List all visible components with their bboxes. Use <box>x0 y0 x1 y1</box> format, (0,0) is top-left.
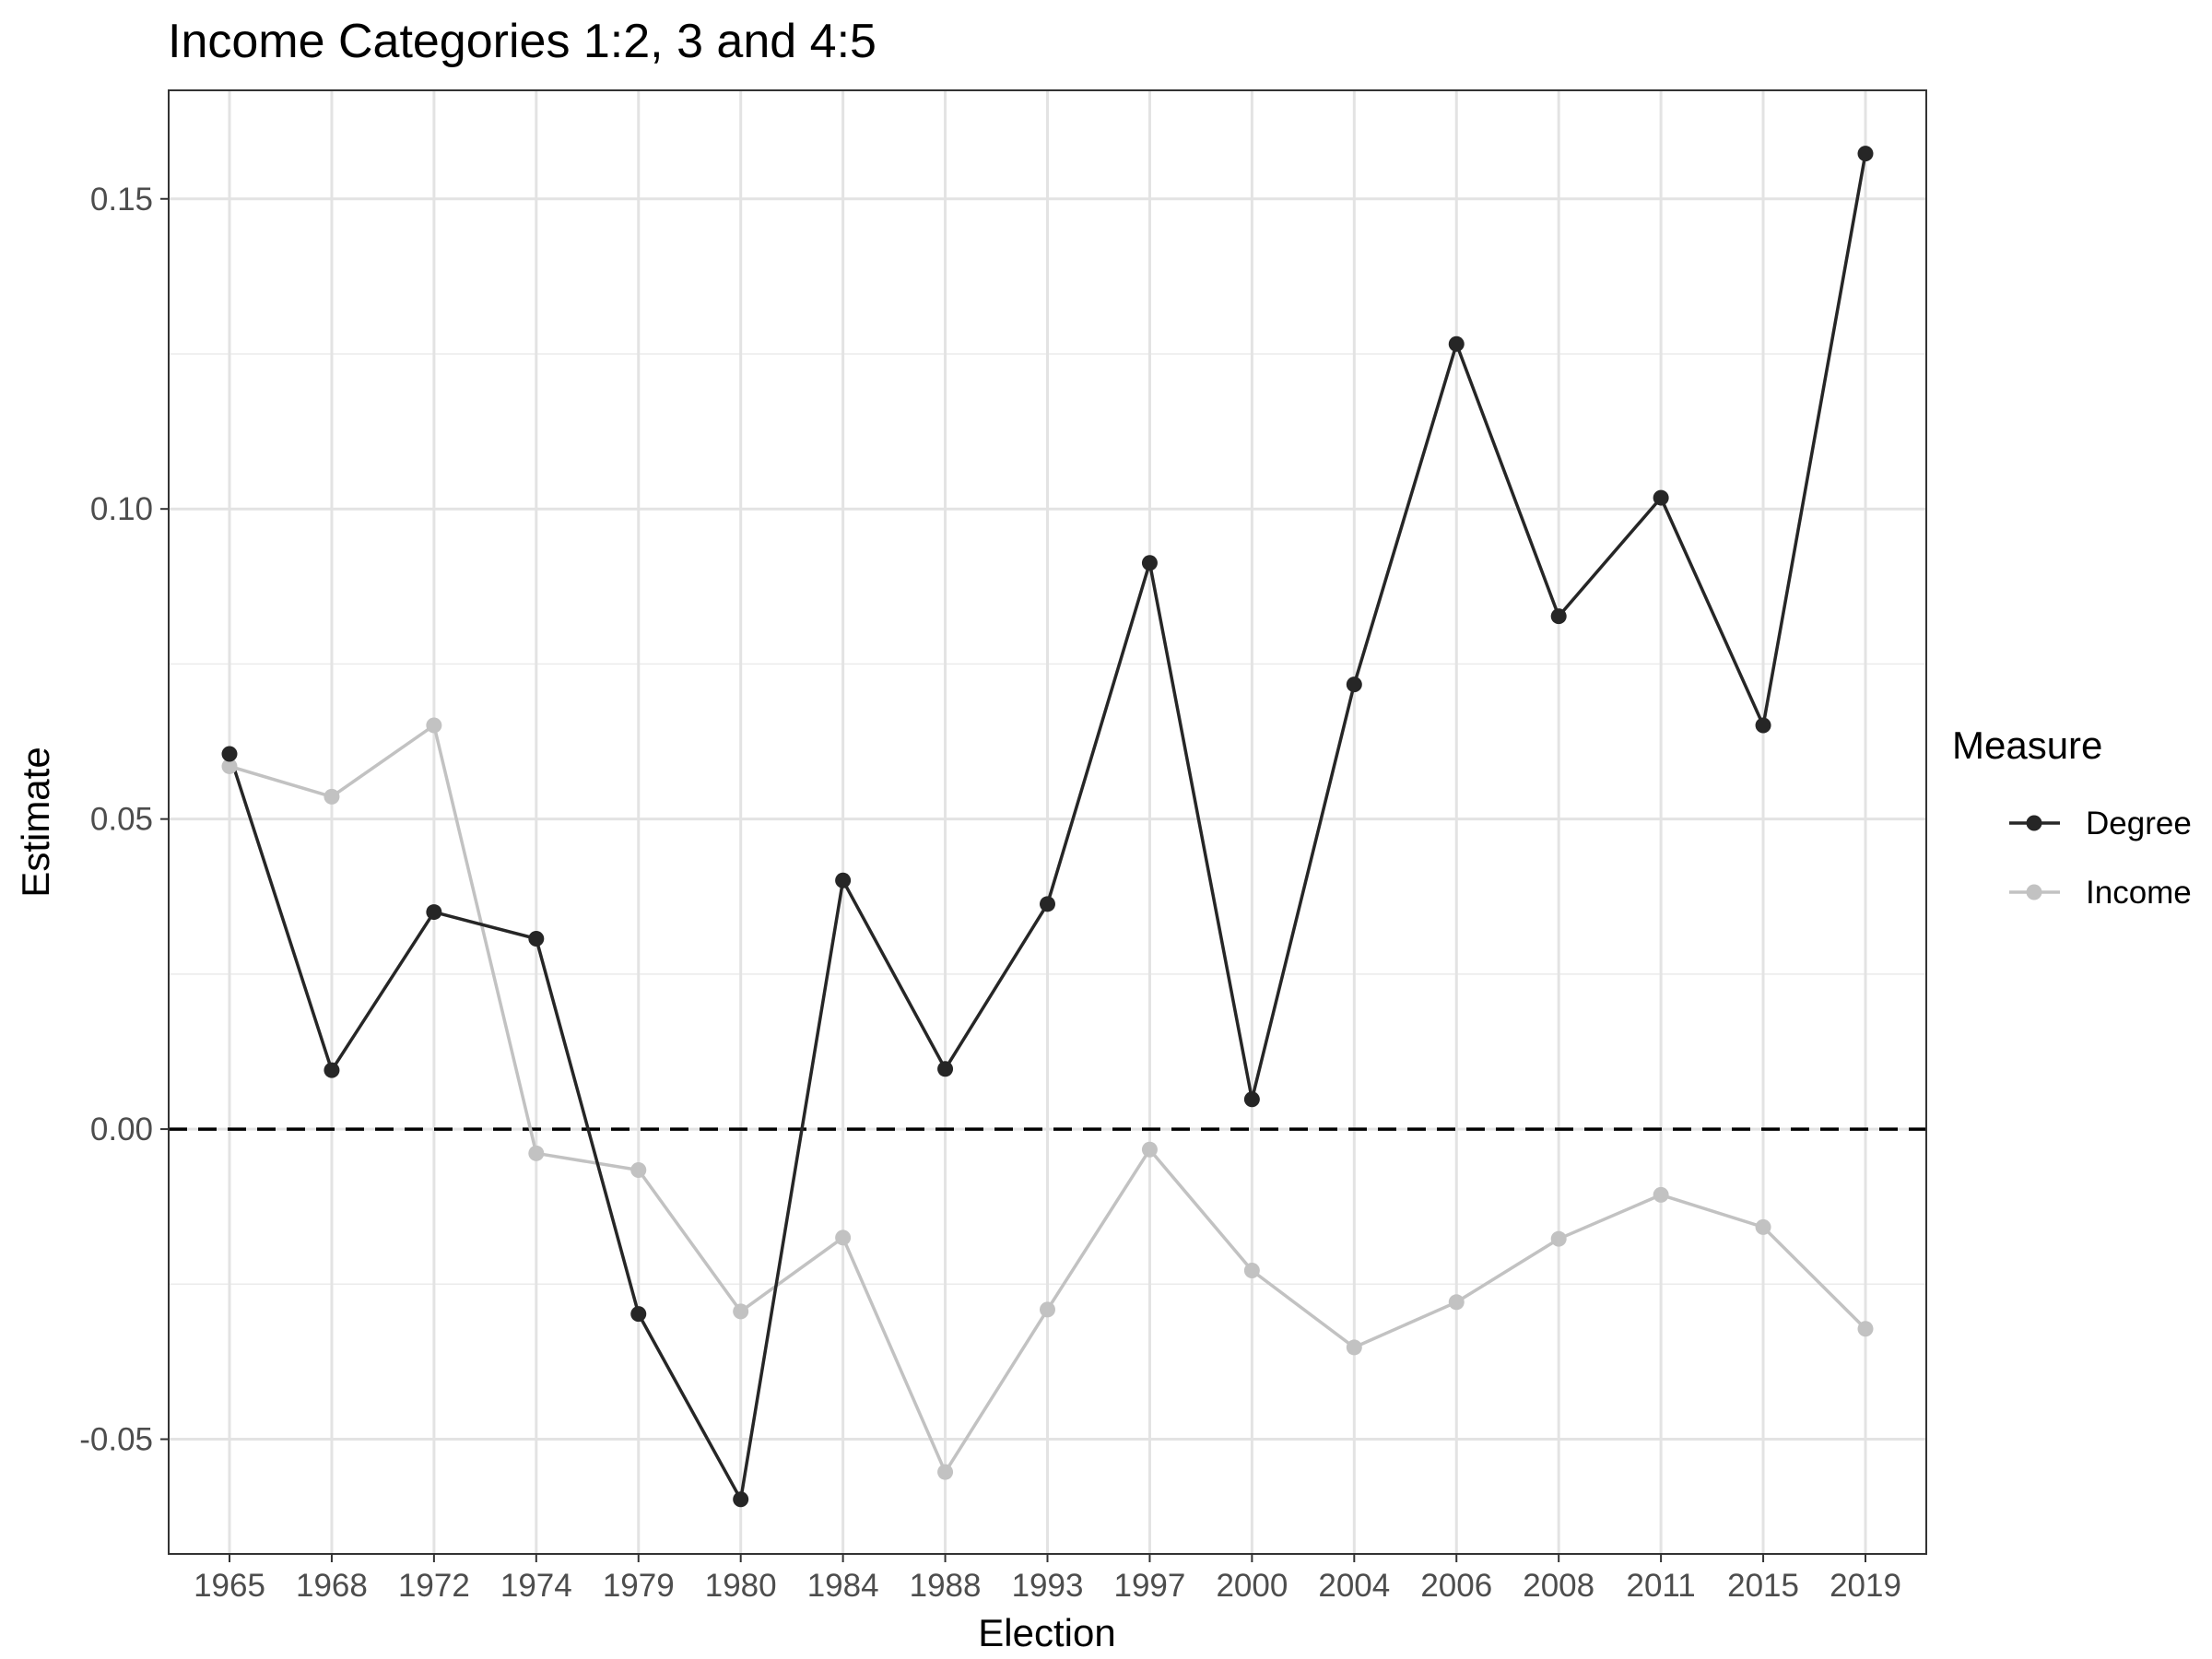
grid-lines <box>169 90 1926 1554</box>
data-point-degree <box>221 746 238 762</box>
data-point-degree <box>1755 717 1771 734</box>
data-point-income <box>221 758 238 774</box>
data-point-degree <box>1243 1091 1260 1108</box>
data-point-income <box>1550 1230 1567 1247</box>
x-tick-label: 1965 <box>194 1568 265 1604</box>
x-axis-title: Election <box>978 1611 1115 1654</box>
data-point-degree <box>1550 608 1567 625</box>
data-point-income <box>1755 1218 1771 1235</box>
data-point-income <box>835 1230 852 1246</box>
x-tick-label: 1980 <box>705 1568 777 1604</box>
x-tick-label: 1984 <box>807 1568 879 1604</box>
data-point-income <box>1653 1186 1669 1203</box>
data-point-income <box>1141 1141 1158 1158</box>
x-tick-label: 2008 <box>1523 1568 1594 1604</box>
y-tick-label: 0.15 <box>90 182 153 218</box>
data-point-degree <box>1857 146 1874 162</box>
x-tick-label: 2006 <box>1420 1568 1492 1604</box>
data-point-degree <box>1448 335 1465 352</box>
x-tick-label: 1974 <box>500 1568 572 1604</box>
series-layer <box>221 146 1874 1508</box>
data-point-degree <box>733 1491 749 1508</box>
data-point-degree <box>1141 555 1158 571</box>
x-tick-label: 1979 <box>603 1568 675 1604</box>
data-point-degree <box>630 1306 647 1323</box>
data-point-degree <box>835 872 852 888</box>
data-point-degree <box>1040 896 1055 912</box>
data-point-degree <box>1346 677 1362 693</box>
data-point-income <box>1040 1301 1055 1318</box>
data-point-income <box>1243 1262 1260 1278</box>
x-tick-label: 2000 <box>1216 1568 1288 1604</box>
legend-title: Measure <box>1952 724 2102 767</box>
x-tick-label: 1968 <box>296 1568 368 1604</box>
data-point-income <box>937 1464 954 1480</box>
data-point-income <box>1448 1294 1465 1311</box>
data-point-income <box>324 788 340 805</box>
data-point-income <box>528 1145 545 1161</box>
data-point-income <box>630 1161 647 1178</box>
x-tick-label: 2015 <box>1727 1568 1799 1604</box>
legend-label-income: Income <box>2086 875 2192 911</box>
x-tick-label: 1993 <box>1012 1568 1084 1604</box>
x-axis: 1965 1968 1972 1974 1979 1980 1984 1988 1993 1997… <box>194 1554 1901 1604</box>
y-axis: -0.05 0.00 0.05 0.10 0.15 <box>79 182 169 1458</box>
x-tick-label: 1972 <box>398 1568 470 1604</box>
data-point-income <box>1346 1339 1362 1356</box>
y-axis-title: Estimate <box>14 747 57 897</box>
legend-key-point-degree <box>2026 815 2042 831</box>
x-tick-label: 2019 <box>1830 1568 1901 1604</box>
data-point-income <box>733 1303 749 1320</box>
data-point-degree <box>528 931 545 947</box>
x-tick-label: 1997 <box>1114 1568 1186 1604</box>
chart-title: Income Categories 1:2, 3 and 4:5 <box>168 15 877 68</box>
data-point-degree <box>426 904 442 921</box>
legend: Measure Degree Income <box>1952 724 2192 911</box>
y-tick-label: 0.10 <box>90 491 153 527</box>
y-tick-label: 0.05 <box>90 802 153 838</box>
data-point-degree <box>1653 489 1669 506</box>
data-point-degree <box>324 1062 340 1078</box>
y-tick-label: -0.05 <box>79 1422 153 1458</box>
x-tick-label: 1988 <box>910 1568 982 1604</box>
legend-label-degree: Degree <box>2086 806 2192 841</box>
y-tick-label: 0.00 <box>90 1112 153 1147</box>
data-point-income <box>1857 1321 1874 1337</box>
data-point-income <box>426 717 442 734</box>
x-tick-label: 2004 <box>1318 1568 1390 1604</box>
legend-items: Degree Income <box>2009 806 2192 911</box>
x-tick-label: 2011 <box>1626 1568 1695 1604</box>
legend-key-point-income <box>2026 884 2042 900</box>
data-point-degree <box>937 1061 954 1077</box>
